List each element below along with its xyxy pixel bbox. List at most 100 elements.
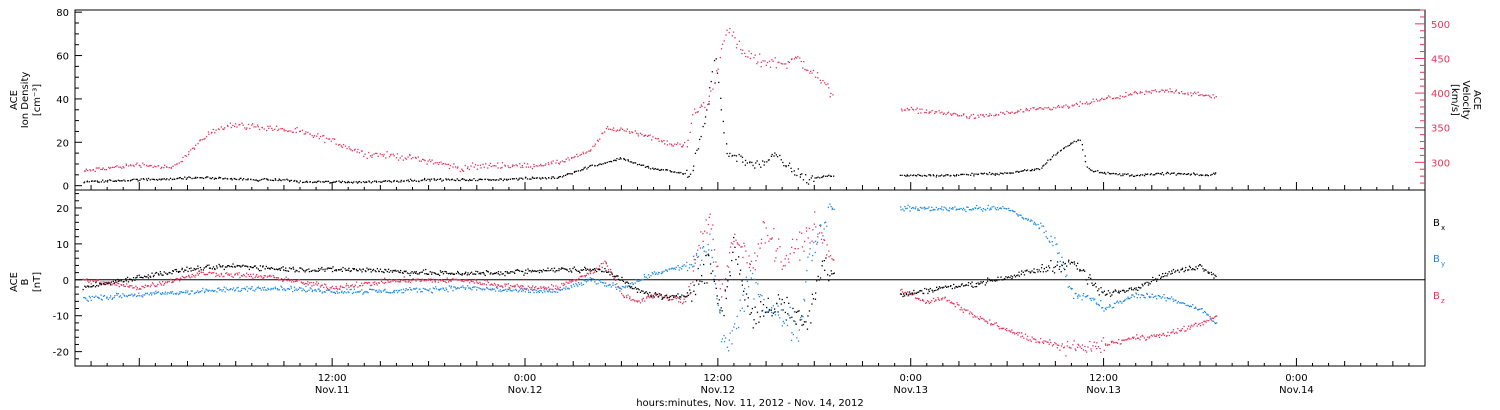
bx-point [461,273,464,275]
velocity-point [682,144,684,146]
ion-density-point [255,179,257,181]
velocity-point [552,160,554,162]
bz-point [776,248,779,250]
bx-point [584,266,586,268]
by-point [739,299,741,301]
bx-point [570,270,572,272]
bz-point [525,288,528,291]
by-point [97,296,99,298]
by-point [825,221,827,223]
bx-point [264,268,266,270]
ion-density-point [563,175,565,177]
velocity-point [708,100,710,103]
ion-density-point [451,178,453,180]
by-point [689,263,691,266]
velocity-point [564,161,566,163]
bz-point [504,283,506,285]
bx-point [112,280,114,282]
bx-point [290,268,293,270]
by-point [133,294,135,296]
bx-point [464,272,466,275]
velocity-point [318,138,320,140]
ion-density-point [938,175,940,177]
bz-point [390,281,392,283]
bx-point [979,282,981,285]
velocity-point [311,135,313,137]
bz-point [1076,346,1079,349]
by-point [568,288,570,290]
bz-point [1117,342,1119,344]
velocity-point [576,153,578,156]
ion-density-point [165,179,167,181]
bz-point [509,287,511,289]
bx-point [773,308,776,310]
bz-point [702,240,704,242]
bx-point [472,273,474,275]
bz-point [752,267,754,269]
bx-point [374,270,376,272]
bx-point [679,296,681,298]
ion-density-point [526,178,529,180]
bz-point [417,278,420,280]
bx-point [1118,290,1120,292]
bz-point [94,280,96,282]
by-point [232,287,235,289]
ion-density-point [970,174,972,176]
by-point [132,295,134,297]
by-point [100,294,102,296]
ion-density-point [736,160,738,162]
bx-point [392,269,394,272]
velocity-point [381,153,383,156]
bx-point [663,296,665,298]
bx-point [353,268,355,270]
bx-point [555,270,557,272]
by-point [587,280,589,282]
bz-point [925,301,927,304]
velocity-point [218,128,220,131]
by-point [484,288,486,290]
by-point [978,207,980,209]
bx-point [1039,271,1042,273]
by-point [480,288,482,290]
by-point [493,288,495,290]
by-point [151,292,153,294]
bz-point [1052,344,1055,346]
bz-point [517,285,519,287]
ion-density-point [1103,171,1106,174]
ion-density-point [817,176,819,178]
velocity-point [968,117,970,120]
ion-density-point [145,178,148,180]
bx-point [923,292,925,295]
bx-point [690,292,692,294]
by-point [488,288,490,290]
by-point [1059,260,1061,262]
bx-point [202,269,205,271]
bx-point [219,265,221,267]
velocity-point [1004,113,1006,115]
bx-point [832,273,834,275]
by-point [178,293,180,295]
bx-point [314,269,316,271]
bx-point [160,273,162,275]
velocity-point [483,166,485,168]
by-point [1111,307,1113,309]
ion-density-point [629,161,631,163]
ion-density-point [247,179,249,181]
bz-point [402,279,404,282]
bz-point [166,281,169,283]
velocity-point [191,147,194,149]
ion-density-point [1128,175,1131,177]
ion-density-point [973,173,975,175]
by-point [1139,296,1141,299]
bz-point [236,272,238,274]
bz-point [250,275,252,278]
top-left-tick-label: 0 [63,182,69,193]
by-point [1187,305,1189,307]
velocity-point [574,155,576,158]
by-point [1117,302,1120,304]
bz-point [641,300,643,302]
velocity-point [170,166,172,169]
bx-point [397,270,399,272]
ion-density-point [581,169,583,171]
by-point [306,290,308,292]
